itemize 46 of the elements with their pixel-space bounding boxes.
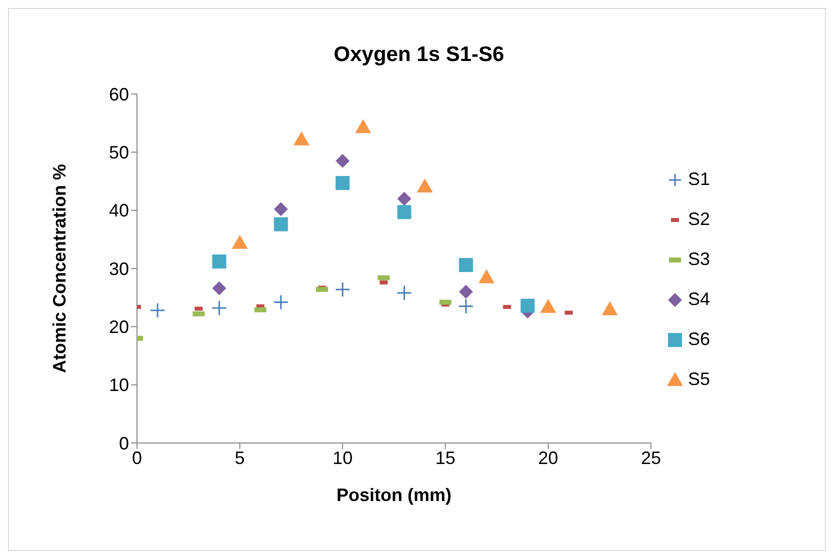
legend-label: S3 bbox=[688, 249, 710, 270]
point bbox=[336, 176, 350, 190]
point bbox=[416, 178, 433, 192]
point bbox=[520, 298, 535, 313]
point bbox=[355, 119, 372, 134]
y-tick-label: 50 bbox=[108, 142, 129, 163]
point bbox=[212, 254, 226, 269]
y-tick-label: 20 bbox=[108, 317, 129, 338]
point bbox=[458, 284, 473, 299]
point bbox=[458, 298, 474, 314]
point bbox=[397, 192, 412, 206]
point bbox=[458, 258, 473, 272]
point bbox=[293, 131, 310, 146]
point bbox=[212, 281, 226, 296]
y-axis-title: Atomic Concentration % bbox=[49, 164, 70, 374]
point bbox=[274, 202, 288, 216]
point bbox=[274, 217, 288, 232]
x-axis-title: Positon (mm) bbox=[336, 485, 452, 505]
x-tick-label: 5 bbox=[234, 448, 245, 468]
point bbox=[602, 301, 618, 316]
point bbox=[150, 302, 166, 318]
legend-label: S4 bbox=[688, 289, 710, 310]
point bbox=[478, 269, 494, 284]
x-tick-label: 15 bbox=[435, 448, 456, 468]
y-tick-label: 40 bbox=[108, 200, 129, 221]
y-tick-label: 30 bbox=[108, 258, 129, 279]
legend-label: S2 bbox=[688, 209, 710, 230]
point bbox=[334, 282, 350, 298]
point bbox=[540, 298, 556, 313]
point bbox=[336, 154, 350, 168]
chart-title: Oxygen 1s S1-S6 bbox=[334, 43, 504, 66]
legend-label: S5 bbox=[688, 369, 710, 390]
y-tick-label: 60 bbox=[108, 84, 129, 104]
x-tick-label: 0 bbox=[132, 448, 142, 468]
x-tick-label: 25 bbox=[640, 448, 661, 468]
point bbox=[232, 234, 248, 249]
point bbox=[397, 205, 412, 220]
legend-label: S6 bbox=[688, 329, 710, 350]
point bbox=[273, 294, 289, 310]
y-tick-label: 10 bbox=[108, 375, 129, 396]
legend-label: S1 bbox=[688, 169, 710, 190]
x-tick-label: 10 bbox=[332, 448, 353, 468]
y-tick-label: 0 bbox=[118, 433, 129, 454]
point bbox=[396, 285, 412, 301]
x-tick-label: 20 bbox=[538, 448, 558, 468]
point bbox=[211, 300, 227, 316]
